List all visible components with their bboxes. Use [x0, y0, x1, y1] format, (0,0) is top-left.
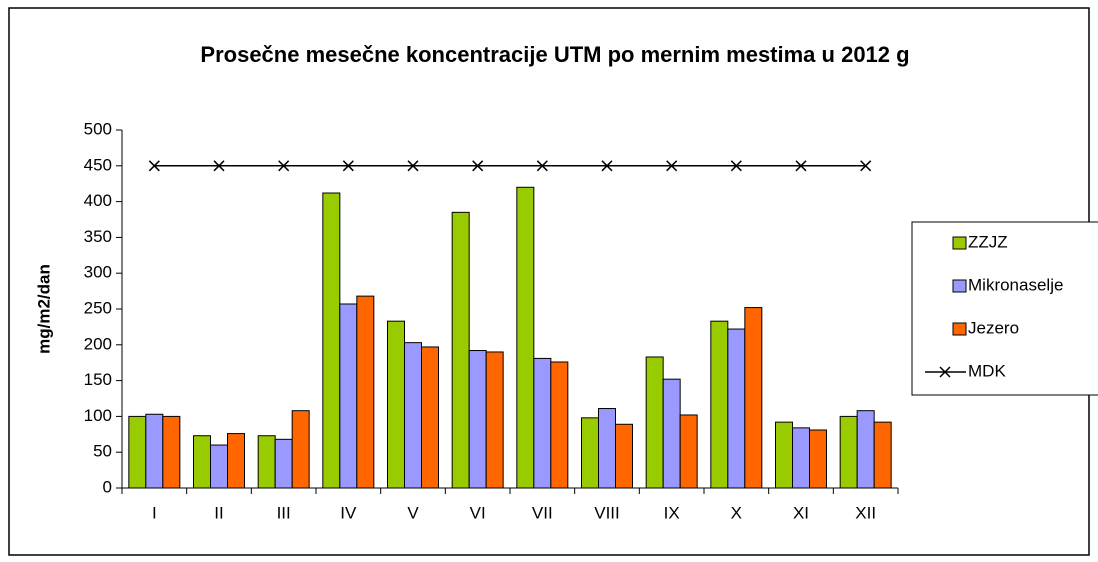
marker — [666, 160, 678, 172]
bar — [339, 303, 358, 489]
bar — [387, 320, 405, 489]
bar — [615, 423, 633, 489]
marker — [536, 160, 548, 172]
bar — [227, 433, 245, 489]
bar — [322, 192, 341, 489]
marker — [407, 160, 419, 172]
y-tick-label: 50 — [93, 442, 112, 461]
y-tick-label: 500 — [84, 119, 112, 138]
bar — [792, 427, 810, 489]
x-tick-label: II — [214, 503, 223, 522]
bar — [356, 295, 375, 489]
x-tick-label: XI — [793, 503, 809, 522]
x-tick-label: VIII — [594, 503, 620, 522]
y-tick-label: 450 — [84, 155, 112, 174]
bar — [404, 342, 422, 489]
bar — [516, 186, 535, 489]
bar — [145, 413, 164, 489]
bar — [662, 378, 681, 489]
x-tick-label: I — [152, 503, 157, 522]
bar — [421, 346, 439, 489]
bar — [550, 361, 569, 489]
legend-swatch — [952, 279, 967, 293]
bar — [679, 414, 698, 489]
legend-label: ZZJZ — [968, 232, 1008, 251]
bar — [128, 415, 147, 489]
x-tick-label: XII — [855, 503, 876, 522]
bar — [839, 415, 858, 489]
y-tick-label: 200 — [84, 334, 112, 353]
bar — [451, 211, 470, 489]
bar — [210, 444, 228, 489]
x-tick-label: VII — [532, 503, 553, 522]
x-tick-label: VI — [470, 503, 486, 522]
marker — [860, 160, 872, 172]
marker — [148, 160, 160, 172]
y-tick-label: 100 — [84, 406, 112, 425]
y-tick-label: 300 — [84, 263, 112, 282]
x-tick-label: V — [407, 503, 419, 522]
bar — [274, 438, 293, 489]
chart-title: Prosečne mesečne koncentracije UTM po me… — [200, 42, 909, 67]
bar — [291, 410, 310, 489]
legend-swatch — [952, 322, 967, 336]
bar — [809, 429, 827, 489]
bar — [856, 410, 875, 489]
bar — [533, 357, 552, 489]
legend-label: Mikronaselje — [968, 275, 1063, 294]
legend-marker — [939, 366, 951, 378]
marker — [278, 160, 290, 172]
y-axis-label: mg/m2/dan — [34, 264, 53, 354]
y-tick-label: 150 — [84, 370, 112, 389]
marker — [601, 160, 613, 172]
bar — [468, 350, 487, 489]
bar — [162, 415, 181, 489]
marker — [795, 160, 807, 172]
marker — [730, 160, 742, 172]
y-tick-label: 0 — [103, 477, 112, 496]
bar — [744, 307, 763, 489]
legend-label: Jezero — [968, 318, 1019, 337]
x-tick-label: III — [277, 503, 291, 522]
bar — [485, 351, 504, 489]
legend-label: MDK — [968, 361, 1006, 380]
y-tick-label: 350 — [84, 227, 112, 246]
x-tick-label: X — [731, 503, 742, 522]
legend-swatch — [952, 236, 967, 250]
bar — [645, 356, 664, 489]
marker — [213, 160, 225, 172]
marker — [342, 160, 354, 172]
marker — [472, 160, 484, 172]
bar — [873, 421, 892, 489]
bar — [193, 435, 211, 489]
bar — [581, 417, 599, 489]
y-tick-label: 250 — [84, 298, 112, 317]
legend-box — [911, 221, 1098, 396]
x-tick-label: IV — [340, 503, 357, 522]
bar — [598, 408, 616, 489]
bar — [710, 320, 729, 489]
y-tick-label: 400 — [84, 191, 112, 210]
bar — [775, 421, 793, 489]
bar — [727, 328, 746, 489]
x-tick-label: IX — [664, 503, 680, 522]
bar — [257, 435, 276, 489]
